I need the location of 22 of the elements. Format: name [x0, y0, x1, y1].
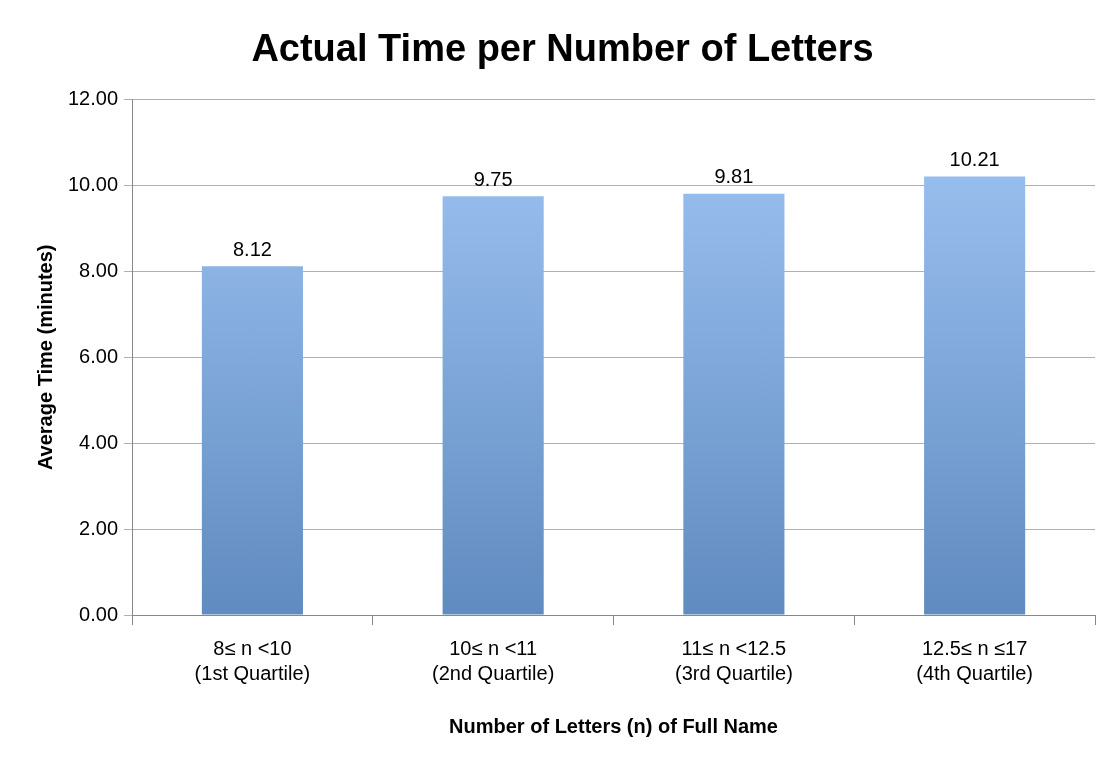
y-tick-label: 4.00 [79, 430, 119, 453]
x-tick-label: 11≤ n <12.5 (3rd Quartile) [674, 637, 793, 685]
x-tick-label: 8≤ n <10 (1st Quartile) [194, 637, 311, 685]
x-tick-label: 10≤ n <11 (2nd Quartile) [432, 637, 555, 685]
y-tick-label: 2.00 [79, 516, 119, 539]
bar [442, 196, 544, 615]
x-tick-label: 12.5≤ n ≤17 (4th Quartile) [916, 637, 1033, 685]
chart-title: Actual Time per Number of Letters [251, 27, 874, 70]
data-label: 8.12 [232, 237, 272, 260]
y-tick-label: 12.00 [67, 87, 119, 110]
data-label: 9.75 [473, 167, 513, 190]
y-tick-label: 6.00 [79, 344, 119, 367]
y-axis-title: Average Time (minutes) [33, 244, 56, 471]
data-label: 10.21 [949, 148, 1000, 170]
bar [201, 266, 303, 615]
bar [683, 193, 785, 615]
data-label: 9.81 [714, 165, 754, 188]
y-tick-label: 0.00 [79, 602, 119, 625]
y-tick-label: 10.00 [67, 173, 119, 196]
x-axis-title: Number of Letters (n) of Full Name [449, 714, 778, 737]
bar [924, 176, 1026, 615]
y-tick-label: 8.00 [79, 258, 119, 281]
